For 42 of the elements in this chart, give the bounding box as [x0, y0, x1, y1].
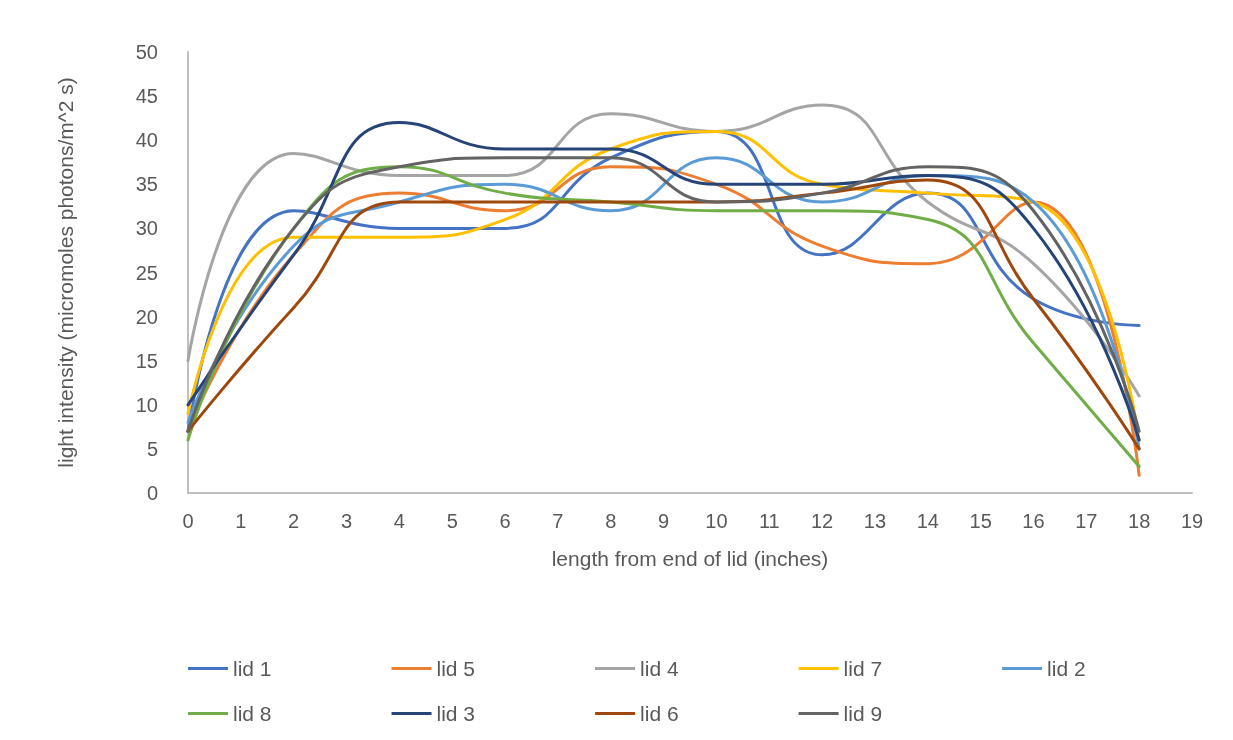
x-tick-label: 16 [1022, 510, 1045, 532]
legend-label: lid 3 [436, 702, 476, 725]
x-tick-label: 12 [810, 510, 834, 532]
x-tick-label: 2 [288, 510, 300, 532]
y-tick-label: 30 [135, 217, 158, 240]
x-tick-label: 6 [499, 510, 511, 532]
y-tick-label: 0 [146, 482, 158, 504]
y-tick-label: 35 [135, 173, 158, 196]
legend-label: lid 6 [640, 702, 679, 725]
x-tick-label: 11 [758, 510, 780, 532]
x-tick-label: 1 [235, 510, 247, 532]
y-tick-label: 45 [135, 85, 158, 108]
x-tick-label: 14 [916, 510, 939, 532]
y-tick-label: 5 [146, 437, 158, 460]
x-tick-label: 4 [393, 510, 405, 532]
x-tick-label: 7 [552, 510, 564, 532]
x-tick-label: 9 [658, 510, 670, 532]
x-tick-label: 10 [705, 510, 728, 532]
y-axis-title: light intensity (micromoles photons/m^2 s) [53, 77, 77, 468]
x-tick-label: 17 [1075, 510, 1098, 532]
x-axis-title: length from end of lid (inches) [551, 547, 829, 570]
y-tick-label: 15 [135, 349, 158, 372]
legend-label: lid 8 [233, 702, 272, 725]
x-tick-label: 5 [446, 510, 458, 532]
y-tick-label: 20 [135, 305, 158, 328]
x-tick-label: 19 [1180, 510, 1204, 532]
x-tick-label: 15 [969, 510, 992, 532]
x-tick-label: 13 [863, 510, 887, 532]
y-tick-label: 25 [135, 261, 158, 284]
y-tick-label: 40 [135, 129, 158, 152]
x-tick-label: 18 [1128, 510, 1151, 532]
y-tick-label: 10 [135, 393, 158, 416]
legend-label: lid 1 [233, 657, 272, 680]
legend-label: lid 5 [436, 657, 476, 680]
legend-label: lid 2 [1047, 657, 1086, 680]
legend-label: lid 4 [640, 657, 679, 680]
x-tick-label: 0 [182, 510, 194, 532]
x-tick-label: 3 [340, 510, 353, 532]
y-tick-label: 50 [135, 41, 158, 63]
legend-label: lid 9 [843, 702, 883, 725]
x-tick-label: 8 [605, 510, 617, 532]
legend-label: lid 7 [843, 657, 883, 680]
